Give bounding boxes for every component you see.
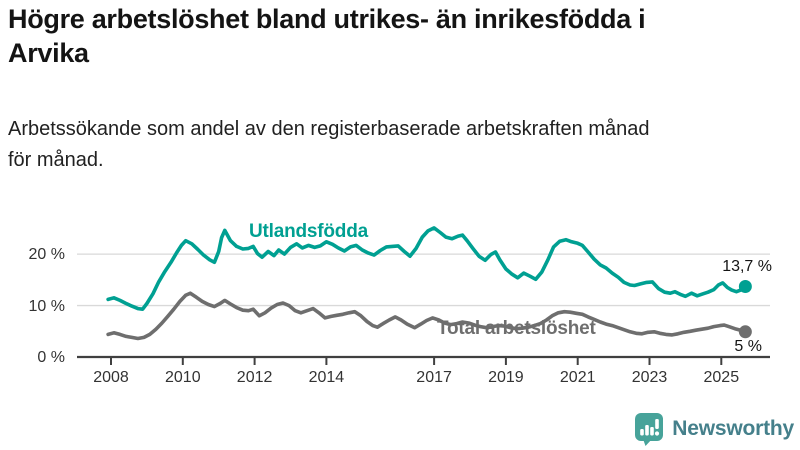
x-axis-label: 2019 xyxy=(488,369,524,386)
newsworthy-logo: Newsworthy xyxy=(634,412,794,446)
x-axis-label: 2025 xyxy=(703,369,740,386)
bar-chart-speech-bubble-icon xyxy=(635,413,664,446)
y-axis-label: 0 % xyxy=(37,349,65,366)
series-line-1 xyxy=(106,291,748,341)
end-value-label-total: 5 % xyxy=(734,338,762,355)
x-axis-label: 2014 xyxy=(308,369,345,386)
series-label-total-arbetsloshet: Total arbetslöshet xyxy=(437,318,596,339)
y-axis-label: 10 % xyxy=(28,297,65,315)
end-value-label-utlandsfodda: 13,7 % xyxy=(722,258,772,275)
page-title: Högre arbetslöshet bland utrikes- än inr… xyxy=(8,4,646,68)
page-subtitle: Arbetssökande som andel av den registerb… xyxy=(8,118,650,171)
x-axis-label: 2012 xyxy=(236,369,273,386)
series-label-utlandsfodda: Utlandsfödda xyxy=(249,221,368,242)
x-axis-label: 2010 xyxy=(165,369,201,386)
x-axis-label: 2021 xyxy=(559,369,596,386)
x-axis-label: 2008 xyxy=(93,369,129,386)
series-line-0 xyxy=(106,226,748,312)
x-axis-label: 2023 xyxy=(631,369,668,386)
x-axis-label: 2017 xyxy=(416,369,452,386)
newsworthy-wordmark: Newsworthy xyxy=(672,417,794,440)
series-end-dot-1 xyxy=(738,325,752,339)
y-axis-label: 20 % xyxy=(28,246,65,264)
series-end-dot-0 xyxy=(738,280,752,294)
